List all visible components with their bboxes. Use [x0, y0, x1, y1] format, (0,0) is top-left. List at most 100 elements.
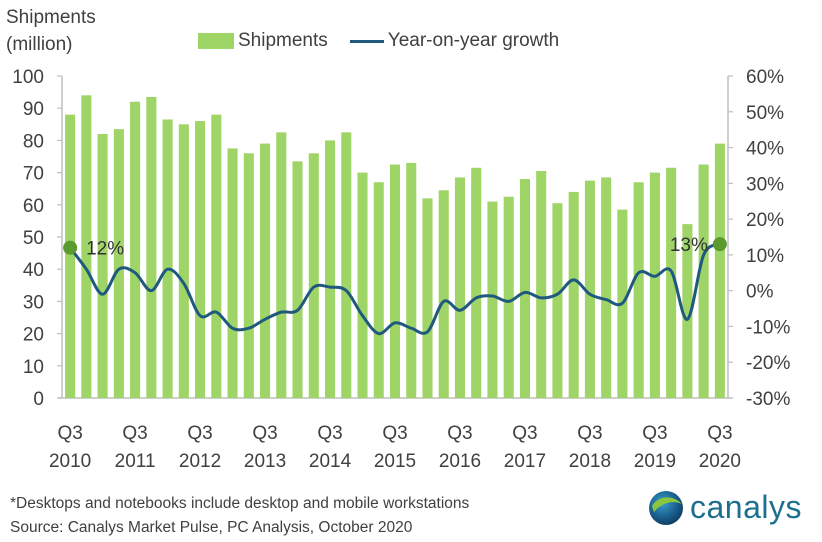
left-tick-label: 50 [23, 228, 44, 249]
left-tick-label: 30 [23, 292, 44, 313]
bar-q2-2020 [698, 164, 709, 398]
x-tick-label-quarter: Q3 [187, 423, 212, 444]
bar-q1-2017 [487, 201, 498, 398]
annotation-marker [63, 240, 78, 255]
bar-q2-2013 [243, 153, 254, 398]
bar-q2-2012 [178, 124, 189, 399]
canalys-logo: canalys [648, 489, 802, 526]
bar-q2-2011 [113, 129, 124, 398]
legend-label-shipments: Shipments [238, 30, 328, 51]
left-tick-label: 20 [23, 325, 44, 346]
legend-swatch-shipments [198, 33, 234, 49]
bar-q4-2015 [406, 162, 417, 398]
x-tick-label-quarter: Q3 [642, 423, 667, 444]
bar-q3-2017 [519, 179, 530, 398]
right-tick-label: -20% [746, 353, 790, 374]
left-axis-title-line2: (million) [6, 34, 73, 55]
x-tick-label-quarter: Q3 [382, 423, 407, 444]
bar-q3-2014 [324, 140, 336, 398]
footnote: *Desktops and notebooks include desktop … [10, 492, 469, 540]
tick-labels: 0 10 20 30 40 50 60 70 80 90 100 -30% -20% -10% 0% 10% 2… [12, 67, 790, 472]
x-tick-label-year: 2020 [699, 451, 741, 472]
x-tick-label-year: 2013 [244, 451, 286, 472]
x-tick-label-year: 2015 [374, 451, 416, 472]
x-tick-label-quarter: Q3 [122, 423, 147, 444]
bar-q2-2015 [373, 182, 384, 398]
right-tick-label: 30% [746, 174, 784, 195]
bar-q3-2012 [195, 121, 206, 398]
x-tick-label-quarter: Q3 [707, 423, 732, 444]
x-tick-label-quarter: Q3 [252, 423, 277, 444]
bar-q1-2013 [227, 148, 238, 398]
globe-icon [649, 490, 683, 525]
left-tick-label: 100 [12, 67, 44, 88]
bar-q4-2011 [146, 96, 157, 399]
bar-q4-2019 [666, 167, 677, 398]
bar-q2-2016 [438, 190, 449, 398]
left-axis-title: Shipments (million) [6, 4, 96, 58]
bar-q4-2018 [601, 177, 612, 398]
annotation-label: 13% [670, 235, 708, 256]
left-tick-label: 40 [23, 260, 44, 281]
left-tick-label: 0 [33, 389, 44, 410]
right-tick-label: -30% [746, 389, 790, 410]
right-tick-label: 50% [746, 103, 784, 124]
x-tick-label-quarter: Q3 [317, 423, 342, 444]
right-tick-label: 0% [746, 282, 774, 303]
right-tick-label: 60% [746, 67, 784, 88]
growth-line [68, 242, 721, 336]
bar-q1-2018 [552, 203, 563, 398]
x-tick-label-year: 2019 [634, 451, 676, 472]
right-tick-label: 20% [746, 210, 784, 231]
x-tick-label-year: 2012 [179, 451, 221, 472]
bar-q4-2017 [536, 170, 547, 398]
x-tick-label-quarter: Q3 [577, 423, 602, 444]
bar-q3-2015 [389, 164, 401, 398]
footnote-line-source: Source: Canalys Market Pulse, PC Analysi… [10, 519, 413, 536]
footnote-line-workstations: *Desktops and notebooks include desktop … [10, 495, 470, 512]
bar-q3-2013 [260, 143, 271, 398]
bar-series-shipments [65, 95, 725, 399]
bar-q4-2014 [341, 132, 352, 398]
bar-q3-2016 [454, 177, 466, 398]
bar-q3-2010 [65, 114, 76, 398]
right-tick-label: 10% [746, 246, 784, 267]
line-series-growth [63, 237, 727, 336]
logo-wordmark: canalys [690, 489, 802, 525]
right-tick-label: -10% [746, 317, 790, 338]
bar-q1-2012 [162, 119, 173, 398]
bar-q3-2020 [714, 143, 725, 398]
legend-label-growth: Year-on-year growth [387, 30, 560, 51]
x-tick-label-year: 2010 [49, 451, 91, 472]
bar-q4-2012 [211, 114, 222, 398]
x-tick-label-quarter: Q3 [512, 423, 537, 444]
bar-q1-2015 [357, 172, 368, 398]
x-tick-label-quarter: Q3 [57, 423, 82, 444]
left-tick-label: 60 [23, 196, 44, 217]
x-tick-label-year: 2016 [439, 451, 481, 472]
left-tick-label: 70 [23, 164, 44, 185]
bar-q2-2017 [503, 196, 514, 398]
right-tick-label: 40% [746, 139, 784, 160]
left-tick-label: 10 [23, 357, 44, 378]
x-tick-label-year: 2014 [309, 451, 352, 472]
annotation-label: 12% [86, 239, 124, 260]
bar-q4-2016 [471, 167, 482, 398]
bar-q1-2016 [422, 198, 433, 398]
chart-plot: 0 10 20 30 40 50 60 70 80 90 100 -30% -20% -10% 0% 10% 2… [12, 67, 790, 472]
bar-q3-2018 [584, 180, 595, 398]
x-tick-label-year: 2017 [504, 451, 546, 472]
x-tick-label-year: 2011 [115, 451, 156, 472]
legend: Shipments Year-on-year growth [198, 30, 559, 52]
annotation-marker [712, 237, 727, 252]
x-tick-label-quarter: Q3 [447, 423, 472, 444]
bar-q2-2018 [568, 191, 579, 398]
left-tick-label: 90 [23, 99, 44, 120]
bar-q3-2019 [649, 172, 660, 398]
left-axis-title-line1: Shipments [6, 7, 96, 28]
bar-q3-2011 [130, 101, 141, 398]
left-tick-label: 80 [23, 131, 44, 152]
bar-q4-2013 [276, 132, 287, 398]
legend-swatch-growth [349, 39, 384, 43]
x-tick-label-year: 2018 [569, 451, 611, 472]
